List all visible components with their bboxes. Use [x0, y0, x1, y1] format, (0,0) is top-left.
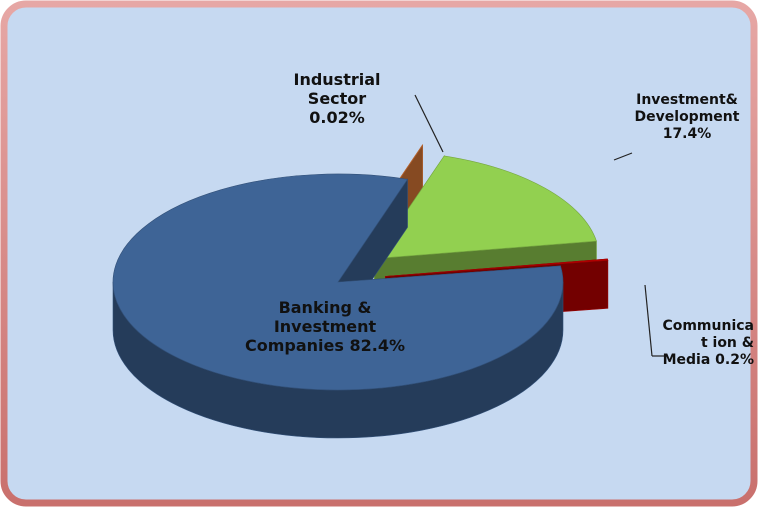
- slice-label: Banking & Investment Companies 82.4%: [225, 298, 425, 356]
- value-label: 0.2%: [715, 351, 754, 368]
- slice: [112, 173, 564, 391]
- value-label: 0.02%: [309, 108, 365, 128]
- slice-label: Communicat ion & Media 0.2%: [662, 318, 754, 368]
- leader-line: [414, 94, 444, 153]
- pie: [112, 144, 609, 439]
- category-label: Communicat ion & Media: [662, 318, 754, 368]
- slice: [373, 155, 597, 259]
- leader-line: [644, 284, 653, 357]
- value-label: 17.4%: [662, 125, 712, 142]
- category-label: Banking & Investment Companies: [245, 298, 377, 356]
- slice-label: Investment& Development 17.4%: [632, 92, 742, 142]
- slice-label: Industrial Sector 0.02%: [262, 70, 412, 128]
- leader-line: [613, 152, 633, 161]
- category-label: Industrial Sector: [293, 70, 381, 109]
- value-label: 82.4%: [349, 336, 405, 356]
- category-label: Investment& Development: [634, 92, 740, 125]
- slice: [385, 258, 609, 277]
